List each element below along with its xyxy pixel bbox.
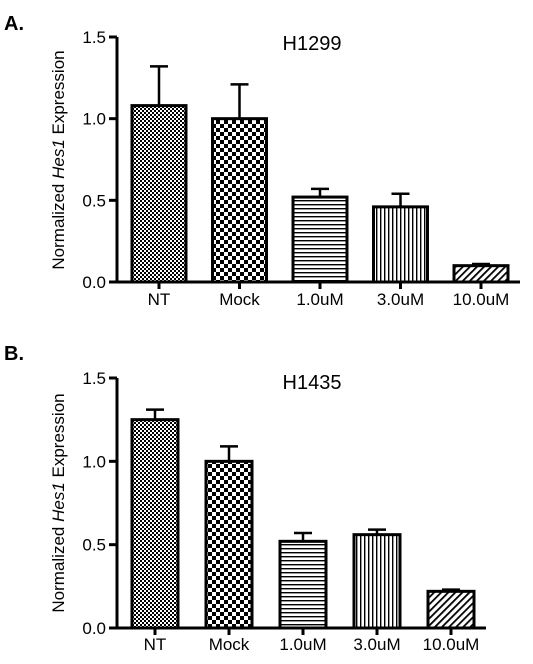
x-tick-label: 3.0uM <box>353 635 400 654</box>
y-tick-label: 1.0 <box>82 110 106 129</box>
y-axis-label: Normalized Hes1 Expression <box>49 50 68 269</box>
chart-title: H1299 <box>283 33 342 55</box>
y-tick-label: 0.5 <box>82 536 106 555</box>
bar <box>130 104 188 284</box>
y-axis-label-gene: Hes1 <box>49 139 68 179</box>
y-axis-label-suffix: Expression <box>49 50 68 139</box>
panel-a: A. H1299 Normalized Hes1 Expression 0.00… <box>4 13 520 309</box>
bar <box>204 459 254 630</box>
bar-chart: 0.0 0.5 1.0 1.5 NT Mock 1.0uM 3.0uM 10.0uM <box>82 369 486 654</box>
y-tick-label: 1.5 <box>82 28 106 47</box>
y-axis-label-gene: Hes1 <box>49 482 68 522</box>
y-axis-label: Normalized Hes1 Expression <box>49 393 68 612</box>
bar <box>452 264 510 284</box>
panel-b: B. H1435 Normalized Hes1 Expression 0.00… <box>4 343 486 654</box>
y-tick-label: 1.5 <box>82 369 106 388</box>
bar <box>372 205 429 284</box>
y-axis-label-prefix: Normalized <box>49 179 68 270</box>
x-tick-label: NT <box>144 635 167 654</box>
x-tick-label: Mock <box>209 635 250 654</box>
x-tick-label: NT <box>148 290 171 309</box>
bar <box>352 533 402 630</box>
y-tick-label: 0.0 <box>82 619 106 638</box>
y-axis-label-prefix: Normalized <box>49 522 68 613</box>
panel-label: A. <box>4 13 24 35</box>
y-axis-label-suffix: Expression <box>49 393 68 482</box>
bar <box>278 539 328 630</box>
y-tick-label: 0.0 <box>82 273 106 292</box>
x-tick-label: 3.0uM <box>377 290 424 309</box>
x-tick-label: 10.0uM <box>423 635 480 654</box>
bar <box>291 195 349 284</box>
chart-title: H1435 <box>283 372 342 394</box>
x-tick-label: Mock <box>219 290 260 309</box>
x-tick-label: 10.0uM <box>453 290 510 309</box>
bar <box>130 418 180 630</box>
bar-chart: 0.0 0.5 1.0 1.5 NT Mock 1.0uM 3.0uM 10.0uM <box>82 28 520 309</box>
panel-label: B. <box>4 343 24 365</box>
x-tick-label: 1.0uM <box>296 290 343 309</box>
y-tick-label: 0.5 <box>82 191 106 210</box>
x-tick-label: 1.0uM <box>279 635 326 654</box>
bar <box>426 589 476 630</box>
y-tick-label: 1.0 <box>82 452 106 471</box>
bar <box>211 117 268 284</box>
